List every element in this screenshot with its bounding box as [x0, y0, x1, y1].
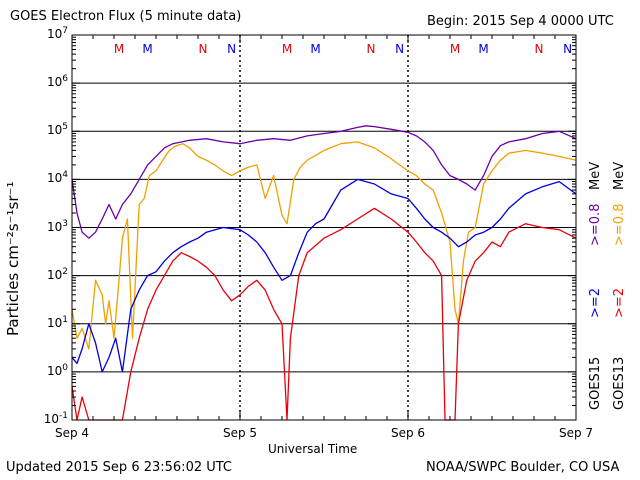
y-tick-label: 10-1	[44, 411, 68, 426]
y-tick-exponent: 1	[62, 314, 68, 325]
marker-1: M	[142, 42, 152, 56]
y-tick-base: 10	[43, 412, 60, 426]
marker-2: N	[199, 42, 208, 56]
y-tick-label: 105	[47, 122, 68, 137]
y-tick-label: 107	[47, 26, 68, 41]
legend-unit-mev: MeV	[612, 161, 627, 190]
credit: NOAA/SWPC Boulder, CO USA	[426, 460, 620, 475]
legend-goes15-2mev: >=2	[588, 287, 603, 318]
axis-ticks	[71, 34, 577, 421]
y-tick-exponent: 4	[62, 170, 68, 181]
y-tick-label: 104	[47, 170, 68, 185]
y-tick-exponent: -1	[59, 411, 68, 421]
marker-7: N	[395, 42, 404, 56]
y-tick-base: 10	[46, 267, 63, 282]
y-tick-base: 10	[46, 171, 63, 186]
marker-5: M	[310, 42, 320, 56]
x-axis-label: Universal Time	[268, 442, 358, 456]
marker-4: M	[282, 42, 292, 56]
y-tick-label: 100	[47, 363, 68, 378]
y-tick-exponent: 0	[62, 362, 68, 373]
y-tick-exponent: 6	[62, 74, 68, 85]
legend-goes15: GOES15	[588, 356, 603, 410]
series-line-3	[71, 207, 577, 421]
y-tick-label: 102	[47, 267, 68, 282]
marker-8: M	[450, 42, 460, 56]
series-line-0	[71, 141, 577, 350]
updated-timestamp: Updated 2015 Sep 6 23:56:02 UTC	[6, 460, 233, 475]
y-tick-base: 10	[46, 363, 63, 378]
begin-time: Begin: 2015 Sep 4 0000 UTC	[427, 14, 614, 29]
y-tick-exponent: 5	[62, 122, 68, 133]
series-line-2	[71, 178, 577, 373]
x-tick-label: Sep 6	[390, 426, 426, 440]
series-line-1	[71, 125, 577, 239]
x-tick-label: Sep 7	[558, 426, 594, 440]
marker-10: N	[535, 42, 544, 56]
marker-0: M	[114, 42, 124, 56]
legend-unit-mev: MeV	[588, 161, 603, 190]
chart-title: GOES Electron Flux (5 minute data)	[10, 9, 242, 24]
y-tick-base: 10	[46, 123, 63, 138]
y-tick-exponent: 3	[62, 218, 68, 229]
y-tick-exponent: 2	[62, 266, 68, 277]
y-tick-base: 10	[46, 27, 63, 41]
y-axis-label: Particles cm⁻²s⁻¹sr⁻¹	[4, 181, 22, 336]
y-tick-base: 10	[46, 315, 63, 330]
y-tick-label: 106	[47, 74, 68, 89]
y-tick-base: 10	[46, 75, 63, 90]
x-tick-label: Sep 5	[222, 426, 258, 440]
y-tick-label: 101	[47, 315, 68, 330]
legend-goes13: GOES13	[612, 356, 627, 410]
legend-goes13-08mev: >=0.8	[612, 203, 627, 246]
legend-goes13-2mev: >=2	[612, 287, 627, 318]
marker-9: M	[478, 42, 488, 56]
legend-goes15-08mev: >=0.8	[588, 203, 603, 246]
series-layer	[71, 125, 577, 421]
marker-11: N	[563, 42, 572, 56]
marker-3: N	[227, 42, 236, 56]
y-tick-label: 103	[47, 219, 68, 234]
y-tick-base: 10	[46, 219, 63, 234]
y-tick-exponent: 7	[62, 26, 68, 36]
marker-6: N	[367, 42, 376, 56]
x-tick-label: Sep 4	[54, 426, 90, 440]
